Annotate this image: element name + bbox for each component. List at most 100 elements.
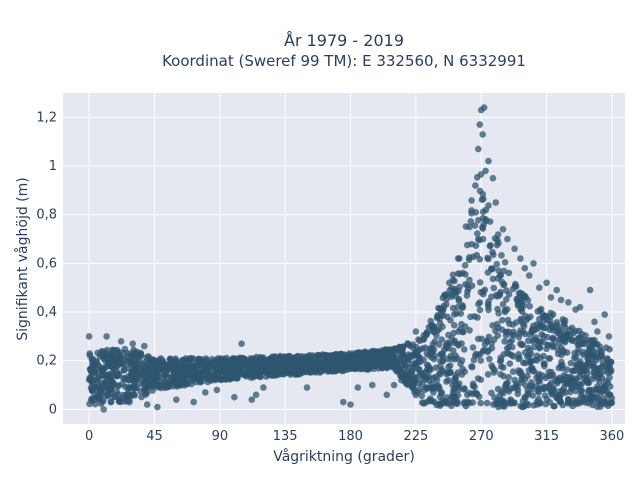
data-point (485, 157, 492, 165)
data-point (560, 347, 567, 354)
data-point (446, 287, 454, 294)
data-point (106, 386, 113, 393)
data-point (138, 393, 145, 401)
data-point (579, 338, 587, 345)
data-point (429, 398, 436, 405)
data-point (472, 182, 479, 189)
data-point (578, 330, 586, 338)
data-point (415, 386, 423, 394)
data-point (443, 295, 450, 303)
data-point (428, 380, 436, 388)
data-point (188, 380, 195, 388)
data-point (506, 360, 514, 367)
data-point (327, 358, 335, 365)
data-point (472, 209, 480, 216)
data-point (514, 390, 522, 398)
data-point (291, 371, 299, 378)
data-point (479, 131, 487, 138)
data-point (589, 375, 597, 383)
data-point (547, 294, 555, 301)
data-point (219, 375, 227, 383)
data-point (497, 371, 504, 378)
y-tick-label: 1,2 (36, 110, 57, 125)
data-point (128, 368, 136, 375)
data-point (390, 381, 398, 389)
data-point (106, 381, 113, 388)
data-point (528, 382, 536, 390)
data-point (415, 365, 422, 373)
data-point (542, 400, 549, 408)
data-point (543, 395, 551, 403)
data-point (285, 356, 293, 364)
y-tick-label: 0 (49, 402, 57, 417)
data-point (307, 365, 315, 373)
data-point (572, 382, 580, 390)
data-point (503, 380, 510, 388)
data-point (530, 325, 538, 333)
data-point (548, 324, 556, 331)
data-point (556, 331, 564, 338)
data-point (606, 346, 613, 353)
data-point (166, 355, 174, 363)
data-point (496, 290, 503, 298)
data-point (116, 398, 124, 405)
data-point (126, 398, 133, 406)
data-point (555, 339, 563, 347)
data-point (546, 355, 554, 362)
data-point (466, 389, 473, 397)
data-point (596, 352, 604, 360)
y-tick-label: 0,2 (36, 354, 57, 369)
data-point (528, 358, 535, 365)
data-point (480, 221, 488, 228)
data-point (259, 363, 266, 371)
data-point (561, 337, 568, 345)
data-point (515, 351, 522, 358)
data-point (489, 265, 496, 273)
y-tick-label: 0,8 (36, 208, 57, 223)
data-point (535, 395, 542, 403)
data-point (451, 285, 459, 293)
data-point (494, 400, 501, 407)
data-point (504, 316, 512, 324)
data-point (383, 391, 391, 399)
data-point (120, 367, 128, 374)
data-point (244, 370, 251, 377)
data-point (323, 352, 331, 359)
data-point (536, 344, 544, 351)
data-point (503, 345, 511, 352)
data-point (422, 376, 430, 383)
data-point (554, 350, 562, 358)
data-point (452, 352, 459, 359)
data-point (583, 376, 590, 383)
data-point (480, 104, 488, 111)
data-point (87, 367, 95, 375)
data-point (374, 356, 382, 364)
data-point (540, 318, 548, 325)
data-point (547, 372, 555, 380)
data-point (412, 351, 420, 358)
data-point (500, 399, 507, 407)
data-point (440, 312, 447, 319)
data-point (560, 384, 568, 392)
data-point (574, 399, 582, 407)
data-point (490, 336, 498, 343)
data-point (511, 245, 518, 253)
data-point (495, 267, 502, 274)
data-point (154, 403, 161, 411)
data-point (88, 397, 95, 404)
data-point (469, 399, 477, 406)
data-point (438, 389, 446, 396)
data-point (434, 382, 441, 389)
data-point (469, 344, 477, 351)
data-point (469, 380, 477, 388)
data-point (460, 400, 468, 407)
data-point (341, 359, 349, 366)
data-point (498, 363, 505, 370)
data-point (549, 335, 556, 343)
data-point (104, 392, 112, 400)
data-point (461, 262, 469, 269)
data-point (536, 284, 543, 292)
data-point (86, 350, 93, 357)
data-point (440, 305, 447, 313)
data-point (521, 393, 529, 401)
